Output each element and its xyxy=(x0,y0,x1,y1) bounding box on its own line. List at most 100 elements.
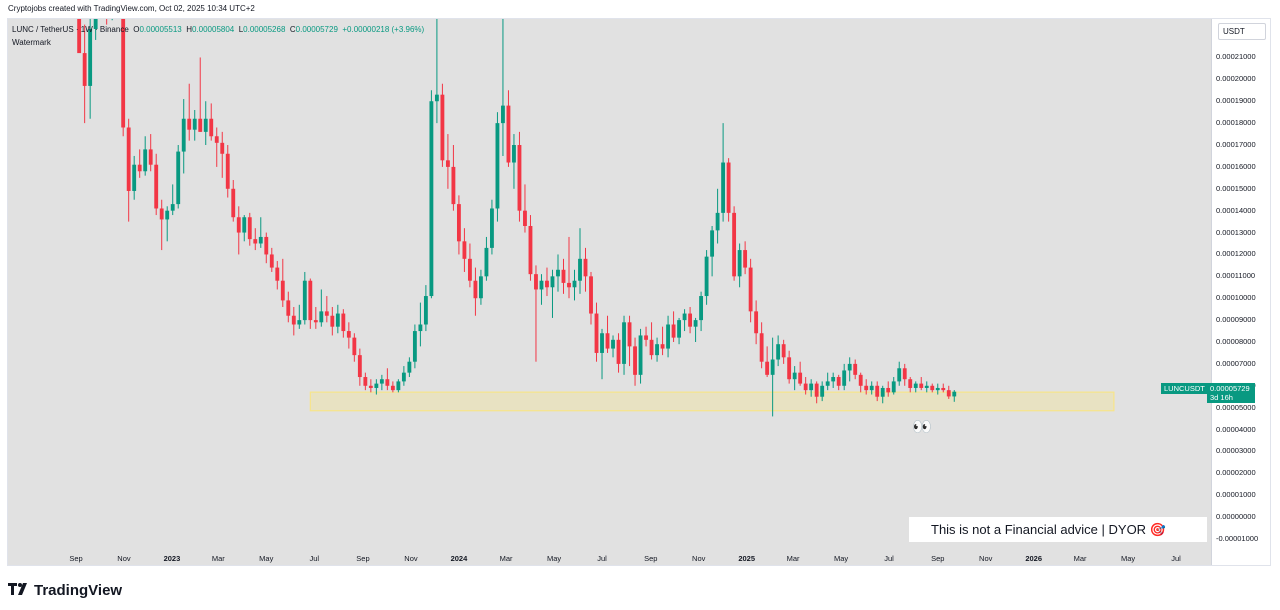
candle[interactable] xyxy=(770,337,775,417)
candle[interactable] xyxy=(946,385,951,399)
candle[interactable] xyxy=(798,361,803,386)
candle[interactable] xyxy=(291,306,296,336)
candle[interactable] xyxy=(517,131,522,222)
candle[interactable] xyxy=(214,127,219,167)
candle[interactable] xyxy=(269,247,274,272)
price-axis[interactable]: USDT 0.00021000 0.00020000 0.00019000 0.000… xyxy=(1211,19,1270,565)
candle[interactable] xyxy=(633,337,637,386)
candle[interactable] xyxy=(506,90,511,167)
candle[interactable] xyxy=(192,109,197,141)
candle[interactable] xyxy=(820,381,825,402)
candle[interactable] xyxy=(302,271,307,325)
candle[interactable] xyxy=(154,153,159,216)
candle[interactable] xyxy=(209,103,214,141)
candle[interactable] xyxy=(335,304,340,334)
candle[interactable] xyxy=(176,145,181,209)
candle[interactable] xyxy=(143,136,148,176)
candle[interactable] xyxy=(231,180,236,222)
candle[interactable] xyxy=(759,322,764,369)
candle[interactable] xyxy=(225,145,230,198)
candle[interactable] xyxy=(836,374,841,391)
candle[interactable] xyxy=(671,311,676,343)
candle[interactable] xyxy=(286,291,291,323)
candle[interactable] xyxy=(418,302,423,347)
candle[interactable] xyxy=(787,350,792,384)
support-zone[interactable] xyxy=(309,391,1115,412)
candle[interactable] xyxy=(737,243,742,288)
candle[interactable] xyxy=(660,326,665,356)
candle[interactable] xyxy=(198,57,203,132)
candle[interactable] xyxy=(253,228,258,251)
candle[interactable] xyxy=(121,19,126,137)
candle[interactable] xyxy=(583,247,588,292)
candle[interactable] xyxy=(490,199,494,255)
candle[interactable] xyxy=(159,199,164,251)
candle[interactable] xyxy=(880,385,885,404)
candle[interactable] xyxy=(902,363,907,386)
candle[interactable] xyxy=(137,149,142,178)
candle[interactable] xyxy=(319,289,324,327)
candle[interactable] xyxy=(930,383,935,393)
candle[interactable] xyxy=(809,379,814,397)
candle[interactable] xyxy=(886,381,891,397)
candle[interactable] xyxy=(578,228,582,294)
candle[interactable] xyxy=(126,118,131,222)
currency-button[interactable]: USDT xyxy=(1218,23,1266,40)
candle[interactable] xyxy=(814,381,819,404)
candle[interactable] xyxy=(803,377,808,395)
candle[interactable] xyxy=(501,19,505,156)
candle[interactable] xyxy=(203,101,208,146)
candle[interactable] xyxy=(754,300,759,345)
candle[interactable] xyxy=(748,258,753,323)
candle[interactable] xyxy=(842,363,847,391)
candle[interactable] xyxy=(479,269,483,305)
candle[interactable] xyxy=(743,241,748,275)
candle[interactable] xyxy=(352,333,357,362)
candle[interactable] xyxy=(550,269,555,318)
candle[interactable] xyxy=(412,324,417,369)
candle[interactable] xyxy=(462,228,467,272)
candle[interactable] xyxy=(677,317,681,345)
candle[interactable] xyxy=(765,346,770,378)
candle[interactable] xyxy=(858,372,863,393)
symbol-title[interactable]: LUNC / TetherUS · 1W · Binance xyxy=(12,25,129,34)
candle[interactable] xyxy=(374,379,379,395)
candle[interactable] xyxy=(776,335,781,367)
candle[interactable] xyxy=(644,326,648,347)
candle[interactable] xyxy=(313,306,318,329)
candle[interactable] xyxy=(572,269,577,301)
candle[interactable] xyxy=(440,83,445,167)
candle[interactable] xyxy=(451,145,456,211)
candle[interactable] xyxy=(534,265,538,362)
candle[interactable] xyxy=(396,379,401,393)
candle[interactable] xyxy=(407,357,412,378)
candle[interactable] xyxy=(853,359,858,380)
candle[interactable] xyxy=(897,361,902,386)
candle[interactable] xyxy=(473,267,478,316)
candle[interactable] xyxy=(77,19,82,54)
candle[interactable] xyxy=(445,134,450,189)
candle[interactable] xyxy=(693,317,698,343)
candle[interactable] xyxy=(236,206,241,255)
candle[interactable] xyxy=(864,379,869,395)
candle[interactable] xyxy=(539,274,544,305)
candle[interactable] xyxy=(148,134,153,172)
candle[interactable] xyxy=(616,333,621,373)
candle[interactable] xyxy=(638,328,643,384)
candle[interactable] xyxy=(434,19,439,124)
candle[interactable] xyxy=(456,195,461,255)
candle[interactable] xyxy=(275,261,280,290)
candlestick-chart[interactable] xyxy=(8,19,1211,566)
candle[interactable] xyxy=(704,250,709,305)
candle[interactable] xyxy=(545,267,549,297)
candle[interactable] xyxy=(423,285,428,332)
candle[interactable] xyxy=(528,215,533,281)
candle[interactable] xyxy=(88,19,93,119)
candle[interactable] xyxy=(170,184,175,216)
candle[interactable] xyxy=(308,278,313,329)
candle[interactable] xyxy=(781,339,786,364)
candle[interactable] xyxy=(627,315,632,367)
candle[interactable] xyxy=(390,381,395,393)
candle[interactable] xyxy=(220,131,225,178)
candle[interactable] xyxy=(721,123,726,222)
